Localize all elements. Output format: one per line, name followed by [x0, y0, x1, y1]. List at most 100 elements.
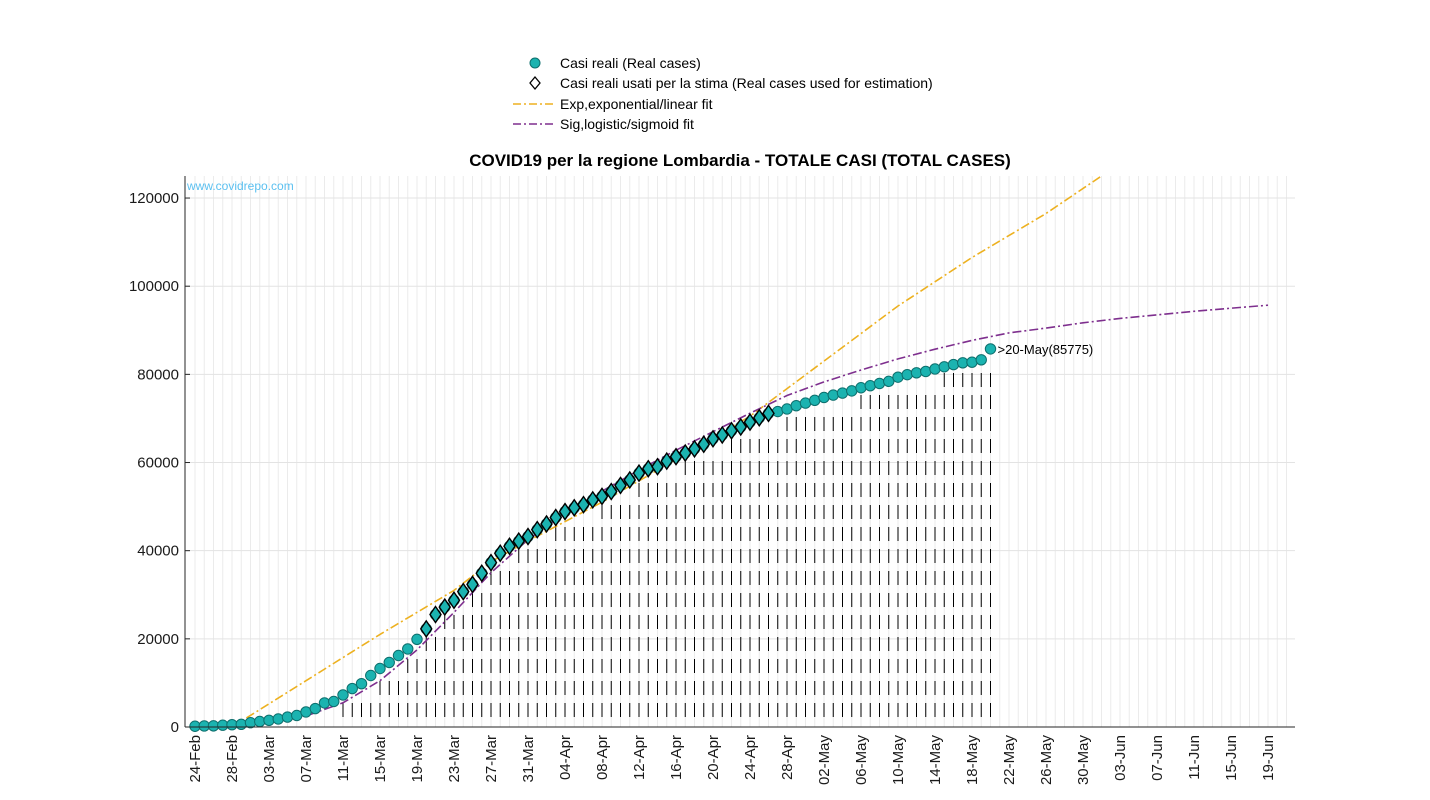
legend-label-real-cases: Casi reali (Real cases): [560, 55, 701, 71]
estimation-point: [456, 582, 470, 601]
estimation-point: [484, 553, 498, 572]
real-case-point: [790, 400, 802, 412]
y-tick-label: 40000: [137, 543, 179, 560]
estimation-point: [734, 417, 748, 437]
legend-label-sig-fit: Sig,logistic/sigmoid fit: [560, 116, 694, 132]
y-tick-label: 100000: [129, 278, 179, 295]
data-points: [189, 343, 997, 732]
estimation-point: [697, 435, 711, 454]
real-case-point: [910, 367, 923, 379]
real-case-point: [309, 702, 321, 715]
estimation-point: [614, 476, 627, 495]
real-case-point: [892, 371, 904, 383]
real-case-point: [281, 711, 294, 723]
estimation-point: [762, 404, 775, 423]
estimation-point: [530, 520, 544, 539]
real-case-point: [235, 718, 247, 730]
estimation-point: [688, 439, 701, 459]
x-tick-label: 18-May: [964, 735, 981, 786]
real-case-point: [772, 405, 784, 418]
real-case-point: [883, 375, 895, 388]
real-case-point: [272, 713, 284, 725]
x-tick-label: 27-Mar: [483, 735, 500, 783]
real-case-point: [855, 382, 867, 394]
estimation-point: [743, 412, 757, 432]
real-case-point: [392, 649, 405, 662]
real-case-point: [402, 643, 414, 655]
x-tick-label: 22-May: [1001, 735, 1018, 786]
real-case-point: [947, 358, 960, 371]
estimation-point: [447, 590, 461, 610]
y-tick-label: 120000: [129, 190, 179, 207]
x-tick-label: 19-Jun: [1260, 735, 1277, 781]
x-tick-label: 30-May: [1075, 735, 1092, 786]
real-case-point: [365, 669, 377, 682]
x-tick-label: 20-Apr: [705, 735, 722, 780]
real-case-point: [929, 363, 941, 375]
real-case-point: [920, 365, 932, 378]
x-tick-label: 11-Mar: [335, 735, 352, 781]
legend: Casi reali (Real cases) Casi reali usati…: [513, 55, 933, 132]
real-case-point: [263, 714, 275, 726]
x-tick-label: 11-Jun: [1186, 735, 1203, 780]
y-tick-label: 20000: [137, 631, 179, 648]
real-case-point: [383, 656, 395, 669]
estimation-point: [678, 443, 692, 463]
grid: [185, 176, 1295, 728]
estimation-point: [752, 408, 766, 428]
x-tick-label: 14-May: [927, 735, 944, 786]
estimation-point: [475, 563, 489, 583]
x-tick-label: 24-Apr: [742, 735, 759, 780]
real-case-point: [938, 361, 950, 373]
real-case-point: [827, 389, 839, 401]
x-tick-label: 24-Feb: [187, 735, 204, 783]
x-tick-label: 02-May: [816, 735, 833, 786]
x-axis-ticks: 24-Feb 28-Feb 03-Mar 07-Mar 11-Mar 15-Mar 19-M…: [187, 735, 1277, 786]
estimation-point: [549, 508, 563, 527]
x-tick-label: 28-Apr: [779, 735, 796, 780]
estimation-point: [715, 425, 729, 445]
x-tick-label: 15-Jun: [1223, 735, 1240, 781]
real-case-point: [818, 391, 830, 404]
x-tick-label: 28-Feb: [224, 735, 241, 783]
estimation-point: [540, 514, 553, 534]
y-tick-label: 60000: [137, 455, 179, 472]
x-tick-label: 07-Jun: [1149, 735, 1166, 781]
estimation-point: [503, 537, 516, 556]
vertical-tick-marks: [342, 373, 991, 717]
x-tick-label: 31-Mar: [520, 735, 537, 783]
real-case-point: [328, 695, 340, 708]
x-tick-label: 10-May: [890, 735, 907, 786]
estimation-point: [438, 597, 452, 617]
estimation-point: [595, 487, 609, 506]
y-tick-label: 80000: [137, 366, 179, 383]
x-tick-label: 12-Apr: [631, 735, 648, 780]
x-tick-label: 08-Apr: [594, 735, 611, 780]
x-tick-label: 15-Mar: [372, 735, 389, 783]
watermark: www.covidrepo.com: [186, 179, 294, 193]
real-case-point: [975, 354, 987, 366]
estimation-point: [577, 495, 590, 514]
legend-marker-estimation: [529, 75, 541, 91]
real-case-point: [836, 387, 849, 399]
real-case-point: [254, 715, 266, 728]
real-case-point: [966, 356, 978, 368]
real-case-point: [901, 368, 913, 381]
estimation-point: [512, 531, 526, 551]
x-tick-label: 03-Jun: [1112, 735, 1129, 781]
estimation-point: [429, 605, 442, 624]
real-case-point: [244, 716, 257, 729]
y-axis-ticks: 0 20000 40000 60000 80000 100000 120000: [129, 190, 190, 736]
x-tick-label: 07-Mar: [298, 735, 315, 783]
y-tick-label: 0: [171, 719, 179, 736]
end-label: >20-May(85775): [998, 342, 1094, 357]
real-case-point: [411, 633, 423, 646]
x-tick-label: 06-May: [853, 735, 870, 786]
x-tick-label: 04-Apr: [557, 735, 574, 780]
estimation-point: [632, 463, 646, 483]
real-case-point: [346, 682, 358, 695]
x-tick-label: 26-May: [1038, 735, 1055, 786]
estimation-point: [651, 457, 664, 476]
x-tick-label: 16-Apr: [668, 735, 685, 780]
